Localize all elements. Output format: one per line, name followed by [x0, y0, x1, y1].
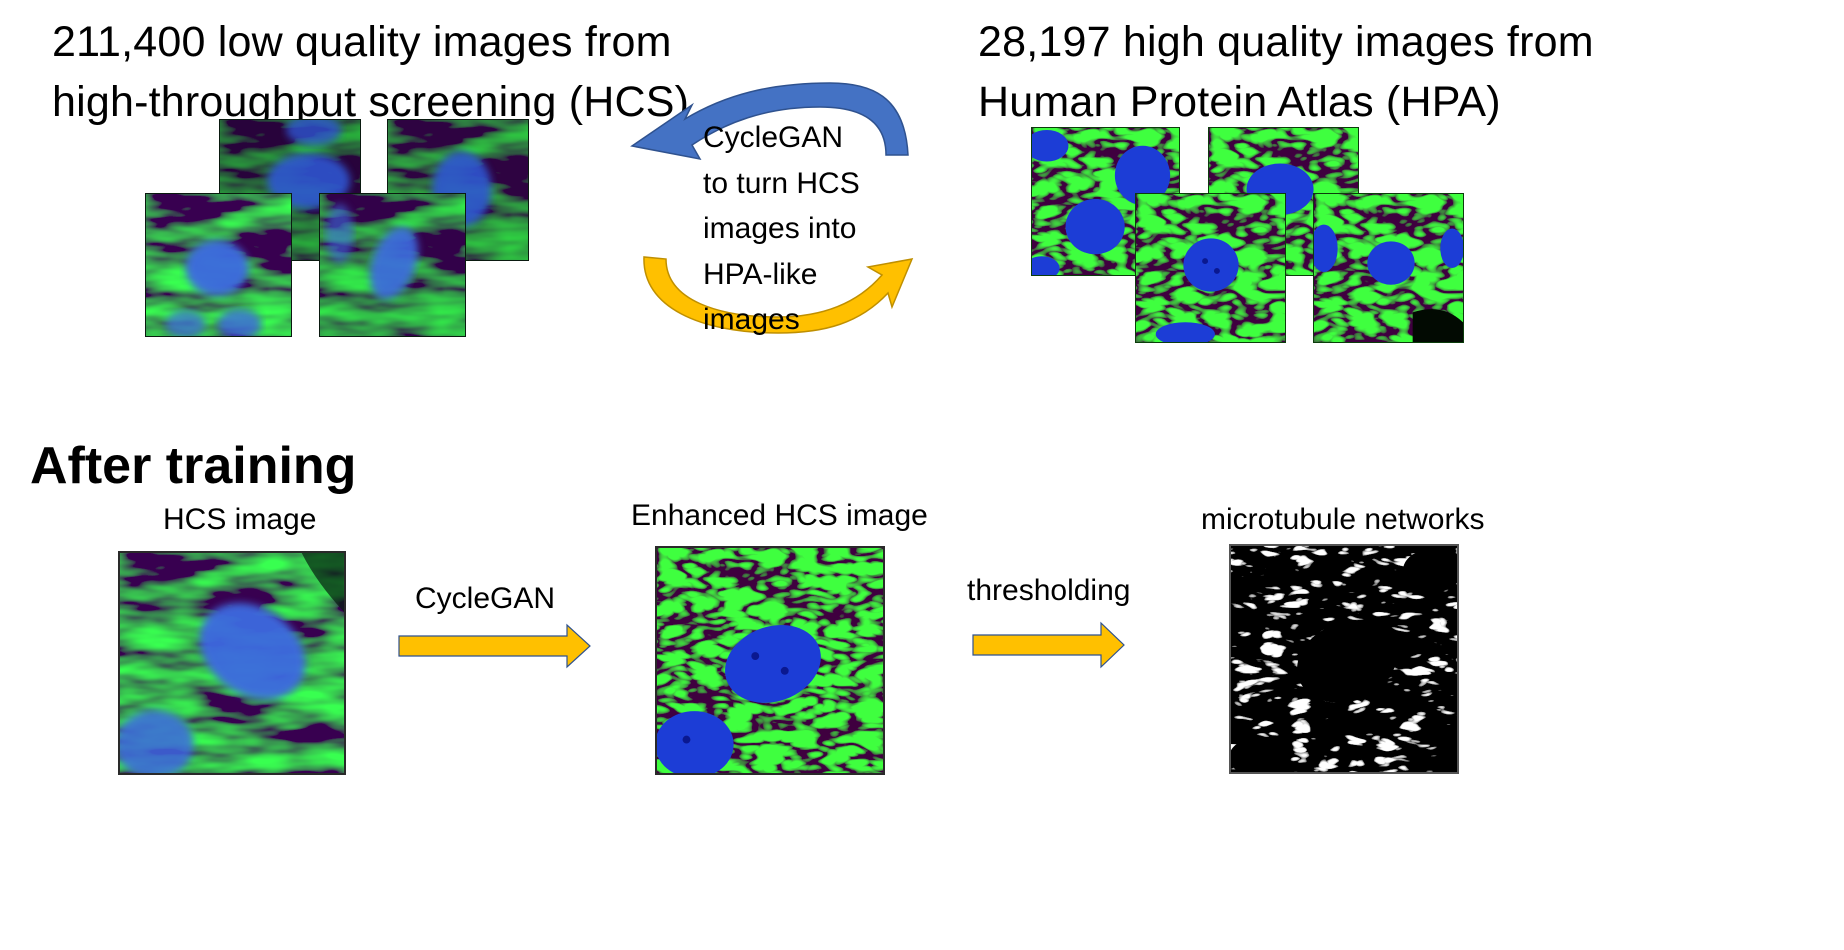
block-arrow-right-icon	[972, 621, 1125, 669]
curved-arrow-left-icon	[630, 82, 909, 161]
microtubule-network-image	[1229, 544, 1459, 774]
hcs-image-caption: HCS image	[163, 503, 317, 536]
thresholding-arrow-label: thresholding	[967, 574, 1131, 607]
hpa-heading-line1: 28,197 high quality images from	[978, 18, 1594, 66]
cycle-line: HPA-like	[703, 257, 818, 291]
hcs-sample-image	[145, 193, 292, 337]
cycle-description: CycleGAN to turn HCS images into HPA-lik…	[703, 115, 860, 343]
hpa-heading: 28,197 high quality images from Human Pr…	[978, 12, 1594, 132]
enhanced-hcs-image	[655, 546, 885, 775]
hcs-heading-line1: 211,400 low quality images from	[52, 18, 672, 66]
cycle-line: images into	[703, 212, 857, 245]
block-arrow-right-icon	[398, 623, 591, 669]
cycle-line: CycleGAN	[703, 121, 844, 154]
after-training-title: After training	[30, 437, 357, 495]
hcs-heading-line2: high-throughput screening (HCS)	[52, 78, 690, 126]
network-image-caption: microtubule networks	[1201, 503, 1485, 536]
hpa-sample-image	[1313, 193, 1464, 343]
cycle-line: to turn HCS	[703, 166, 860, 200]
hcs-heading: 211,400 low quality images from high-thr…	[52, 12, 689, 132]
curved-arrow-right-icon	[643, 256, 914, 334]
hpa-sample-image	[1135, 193, 1286, 343]
cycle-line: images	[703, 303, 800, 336]
cyclegan-arrow-label: CycleGAN	[415, 582, 556, 615]
hcs-input-image	[118, 551, 346, 775]
hpa-heading-line2: Human Protein Atlas (HPA)	[978, 78, 1501, 126]
enhanced-image-caption: Enhanced HCS image	[631, 499, 928, 532]
cycle-arrows	[630, 82, 914, 334]
hcs-sample-image	[319, 193, 466, 337]
